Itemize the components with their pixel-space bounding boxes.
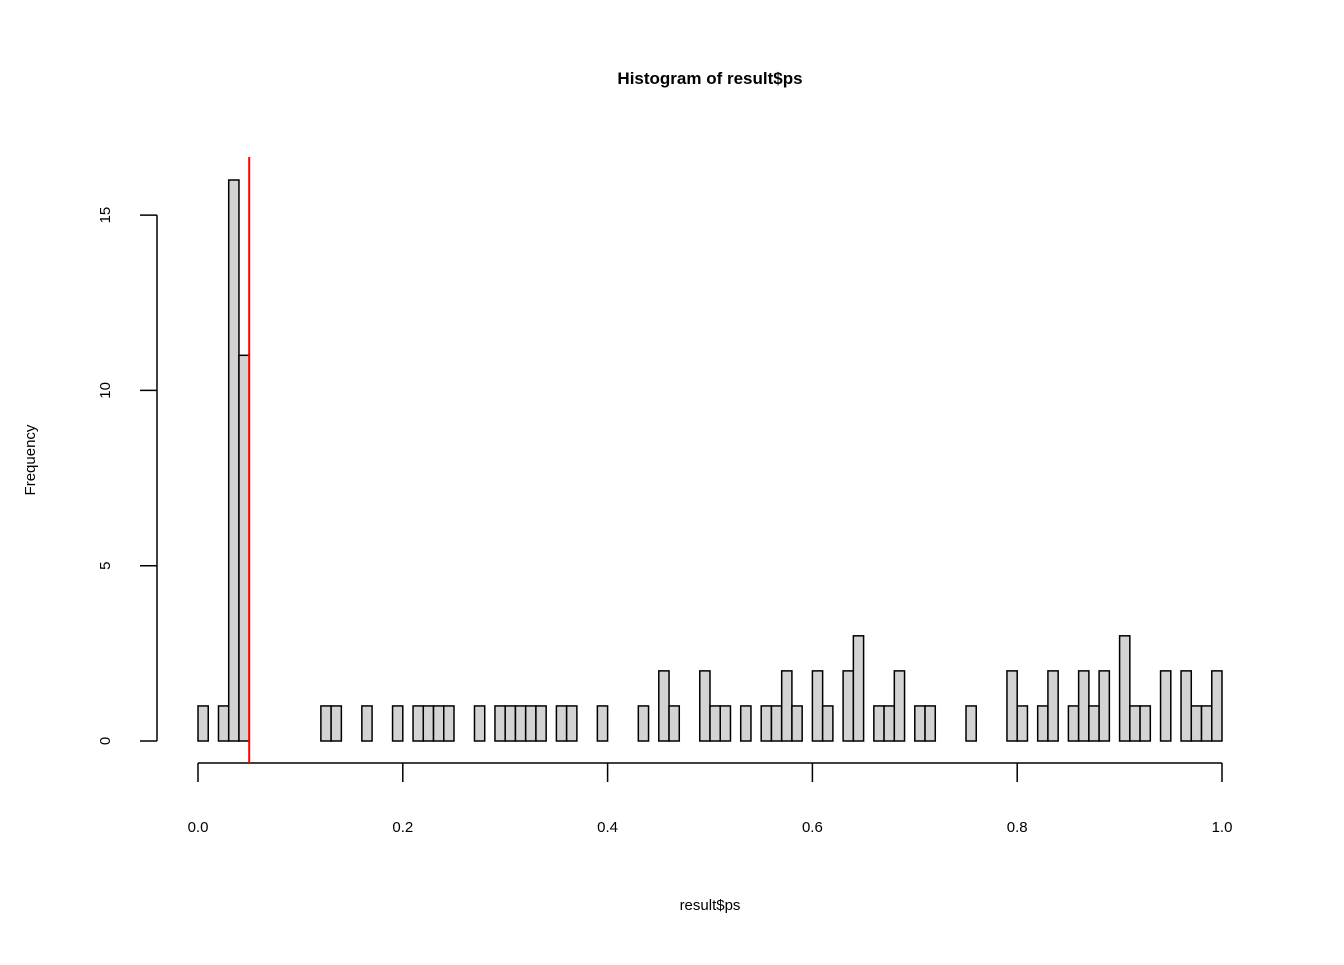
bar: [873, 705, 885, 742]
bar: [494, 705, 506, 742]
bar: [361, 705, 373, 742]
bar: [914, 705, 926, 742]
bar: [1129, 705, 1141, 742]
bar: [719, 705, 732, 742]
bar: [821, 705, 834, 742]
x-axis-label: result$ps: [680, 897, 741, 914]
bar: [1159, 670, 1172, 742]
bar: [1098, 670, 1111, 742]
bar: [524, 705, 537, 742]
bar: [1211, 670, 1223, 742]
bar: [555, 705, 568, 742]
bar: [739, 705, 752, 742]
bar: [1016, 705, 1029, 742]
chart-title: Histogram of result$ps: [617, 69, 802, 88]
bar: [422, 705, 435, 742]
bar: [1139, 705, 1152, 742]
x-tick-label: 0.0: [188, 819, 209, 836]
bar: [924, 705, 937, 742]
y-tick-label: 10: [97, 382, 114, 399]
bar: [514, 705, 527, 742]
bar: [1006, 670, 1018, 742]
bar: [1190, 705, 1203, 742]
bar: [770, 705, 783, 742]
bar: [668, 705, 681, 742]
bar: [852, 635, 865, 742]
bar: [197, 705, 209, 742]
x-tick-label: 0.4: [597, 819, 618, 836]
y-tick-label: 5: [97, 562, 114, 570]
bar: [565, 705, 578, 742]
bar: [473, 705, 486, 742]
bar: [883, 705, 896, 742]
bar: [1077, 670, 1090, 742]
bar: [596, 705, 609, 742]
bar: [1047, 670, 1059, 742]
y-tick-label: 15: [97, 207, 114, 224]
bar: [320, 705, 332, 742]
bar: [432, 705, 445, 742]
bar: [965, 705, 977, 742]
bar: [1088, 705, 1100, 742]
bar: [535, 705, 547, 742]
bar: [391, 705, 404, 742]
bar: [842, 670, 855, 742]
bar: [1067, 705, 1080, 742]
bar: [1200, 705, 1213, 742]
bar: [791, 705, 803, 742]
x-tick-label: 1.0: [1212, 819, 1233, 836]
bar: [217, 705, 230, 742]
bar: [330, 705, 343, 742]
x-tick-label: 0.8: [1007, 819, 1028, 836]
bar: [637, 705, 650, 742]
bar: [238, 354, 250, 742]
bar: [443, 705, 455, 742]
bar: [1036, 705, 1049, 742]
bar: [760, 705, 773, 742]
x-tick-label: 0.6: [802, 819, 823, 836]
bar: [1180, 670, 1193, 742]
y-tick-label: 0: [97, 737, 114, 745]
bar: [780, 670, 793, 742]
bar: [709, 705, 721, 742]
bar: [227, 179, 240, 742]
y-axis-label: Frequency: [22, 424, 39, 495]
bar: [658, 670, 670, 742]
bar: [811, 670, 824, 742]
bar: [1118, 635, 1131, 742]
bar: [412, 705, 425, 742]
bar: [893, 670, 906, 742]
x-tick-label: 0.2: [392, 819, 413, 836]
bar: [699, 670, 711, 742]
bar: [504, 705, 517, 742]
